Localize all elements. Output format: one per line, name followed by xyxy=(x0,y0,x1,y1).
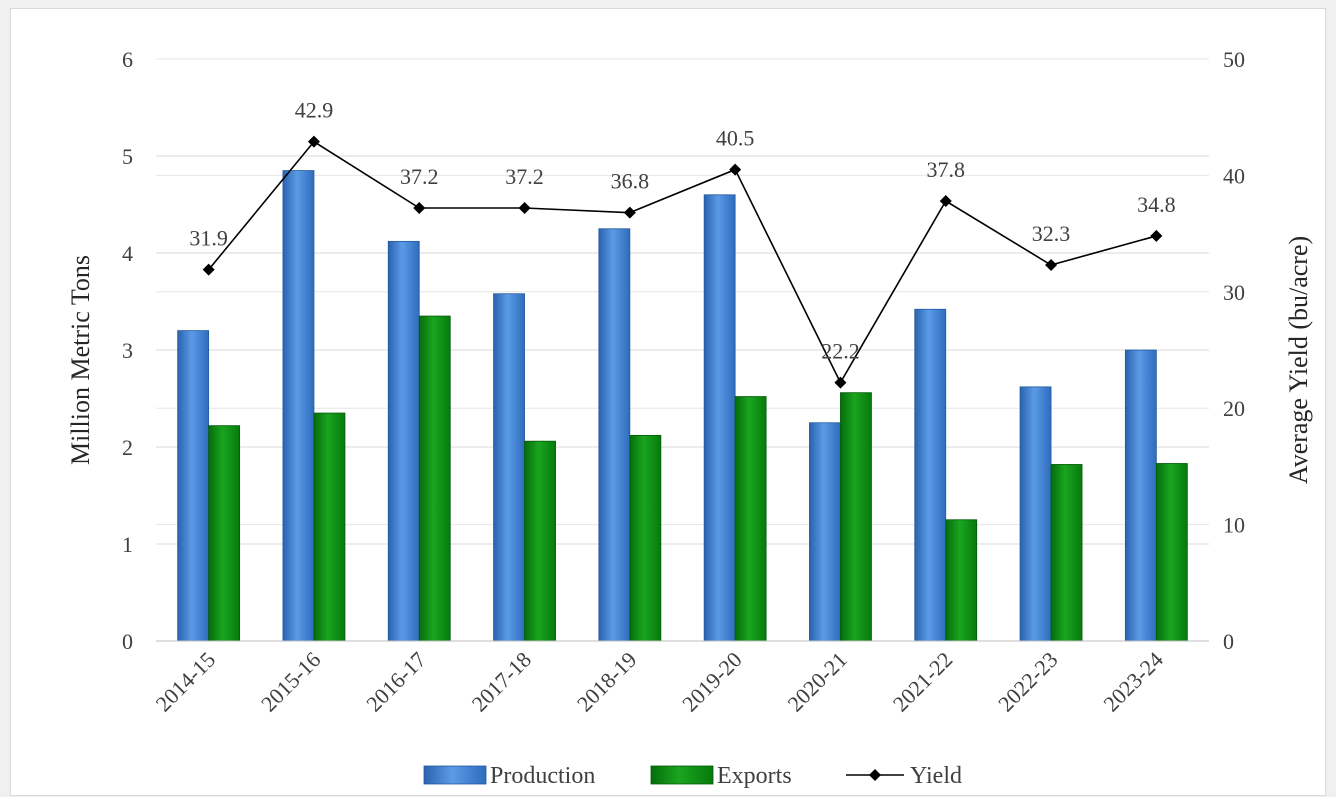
production-bar xyxy=(493,293,525,642)
x-tick-label: 2021-22 xyxy=(888,647,958,717)
y2-tick-label: 20 xyxy=(1223,396,1245,421)
y2-tick-label: 50 xyxy=(1223,47,1245,72)
exports-bar xyxy=(734,396,767,642)
y2-tick-label: 0 xyxy=(1223,629,1234,654)
legend-swatch-production xyxy=(423,765,487,785)
x-tick-label: 2015-16 xyxy=(256,647,326,717)
yield-data-label: 40.5 xyxy=(716,126,755,151)
y2-axis-title: Average Yield (bu/acre) xyxy=(1284,236,1313,484)
y-tick-label: 1 xyxy=(122,532,133,557)
yield-data-label: 37.2 xyxy=(400,164,439,189)
exports-bar xyxy=(629,434,662,642)
y-tick-label: 2 xyxy=(122,435,133,460)
exports-bar xyxy=(418,315,451,642)
exports-bar xyxy=(313,412,346,642)
production-bar xyxy=(1019,386,1052,642)
yield-point xyxy=(1045,259,1058,272)
exports-bar xyxy=(208,425,241,642)
y-tick-label: 5 xyxy=(122,144,133,169)
legend-label-production: Production xyxy=(490,763,595,789)
yield-point xyxy=(834,376,847,389)
y2-tick-label: 30 xyxy=(1223,280,1245,305)
chart-frame: 31.9 42.9 37.2 37.2 36.8 40.5 22.2 37.8 32.3 34.8… xyxy=(10,8,1326,796)
x-tick-label: 2019-20 xyxy=(677,647,747,717)
yield-point xyxy=(729,163,742,176)
y-axis-title: Million Metric Tons xyxy=(66,255,95,465)
exports-bar xyxy=(1155,463,1188,642)
production-bar xyxy=(177,330,210,642)
exports-bar xyxy=(1050,464,1083,642)
y-tick-label: 4 xyxy=(122,241,133,266)
yield-data-label: 31.9 xyxy=(189,226,228,251)
y2-tick-label: 40 xyxy=(1223,163,1245,188)
yield-point xyxy=(202,263,215,276)
yield-series-line xyxy=(208,140,1157,385)
yield-point xyxy=(1150,229,1163,242)
yield-data-label: 22.2 xyxy=(821,339,860,364)
x-tick-label: 2017-18 xyxy=(467,647,537,717)
x-tick-label: 2014-15 xyxy=(151,647,221,717)
production-bar xyxy=(282,170,315,642)
yield-point xyxy=(413,201,426,214)
exports-bar xyxy=(840,392,872,642)
legend-label-yield: Yield xyxy=(910,763,962,789)
bars xyxy=(177,170,1188,642)
x-tick-label: 2022-23 xyxy=(993,647,1063,717)
exports-bar xyxy=(524,440,556,642)
yield-point xyxy=(307,135,320,148)
legend-marker-yield xyxy=(869,769,881,781)
yield-line xyxy=(202,135,1163,389)
yield-point xyxy=(939,195,952,208)
yield-data-label: 36.8 xyxy=(611,169,650,194)
yield-data-label: 37.2 xyxy=(505,164,544,189)
production-bar xyxy=(703,194,736,642)
yield-point xyxy=(518,201,531,214)
yield-data-label: 32.3 xyxy=(1032,221,1071,246)
yield-data-label: 37.8 xyxy=(927,157,966,182)
x-tick-label: 2016-17 xyxy=(361,647,431,717)
production-bar xyxy=(598,228,631,642)
y-tick-label: 3 xyxy=(122,338,133,363)
production-bar xyxy=(387,240,420,642)
production-bar xyxy=(809,422,841,642)
exports-bar xyxy=(945,519,978,642)
y-tick-label: 0 xyxy=(122,629,133,654)
y-tick-label: 6 xyxy=(122,47,133,72)
data-labels: 31.9 42.9 37.2 37.2 36.8 40.5 22.2 37.8 32.3 34.8 xyxy=(189,98,1175,364)
legend-label-exports: Exports xyxy=(717,763,792,789)
combo-chart: 31.9 42.9 37.2 37.2 36.8 40.5 22.2 37.8 32.3 34.8… xyxy=(66,47,1313,789)
yield-data-label: 34.8 xyxy=(1137,192,1176,217)
production-bar xyxy=(1124,349,1157,642)
x-tick-label: 2023-24 xyxy=(1098,647,1168,717)
legend: Production Exports Yield xyxy=(423,763,962,789)
production-bar xyxy=(914,308,947,642)
x-tick-label: 2020-21 xyxy=(782,647,852,717)
yield-point xyxy=(623,206,636,219)
legend-swatch-exports xyxy=(650,765,714,785)
yield-data-label: 42.9 xyxy=(295,98,334,123)
y2-tick-label: 10 xyxy=(1223,513,1245,538)
x-tick-label: 2018-19 xyxy=(572,647,642,717)
